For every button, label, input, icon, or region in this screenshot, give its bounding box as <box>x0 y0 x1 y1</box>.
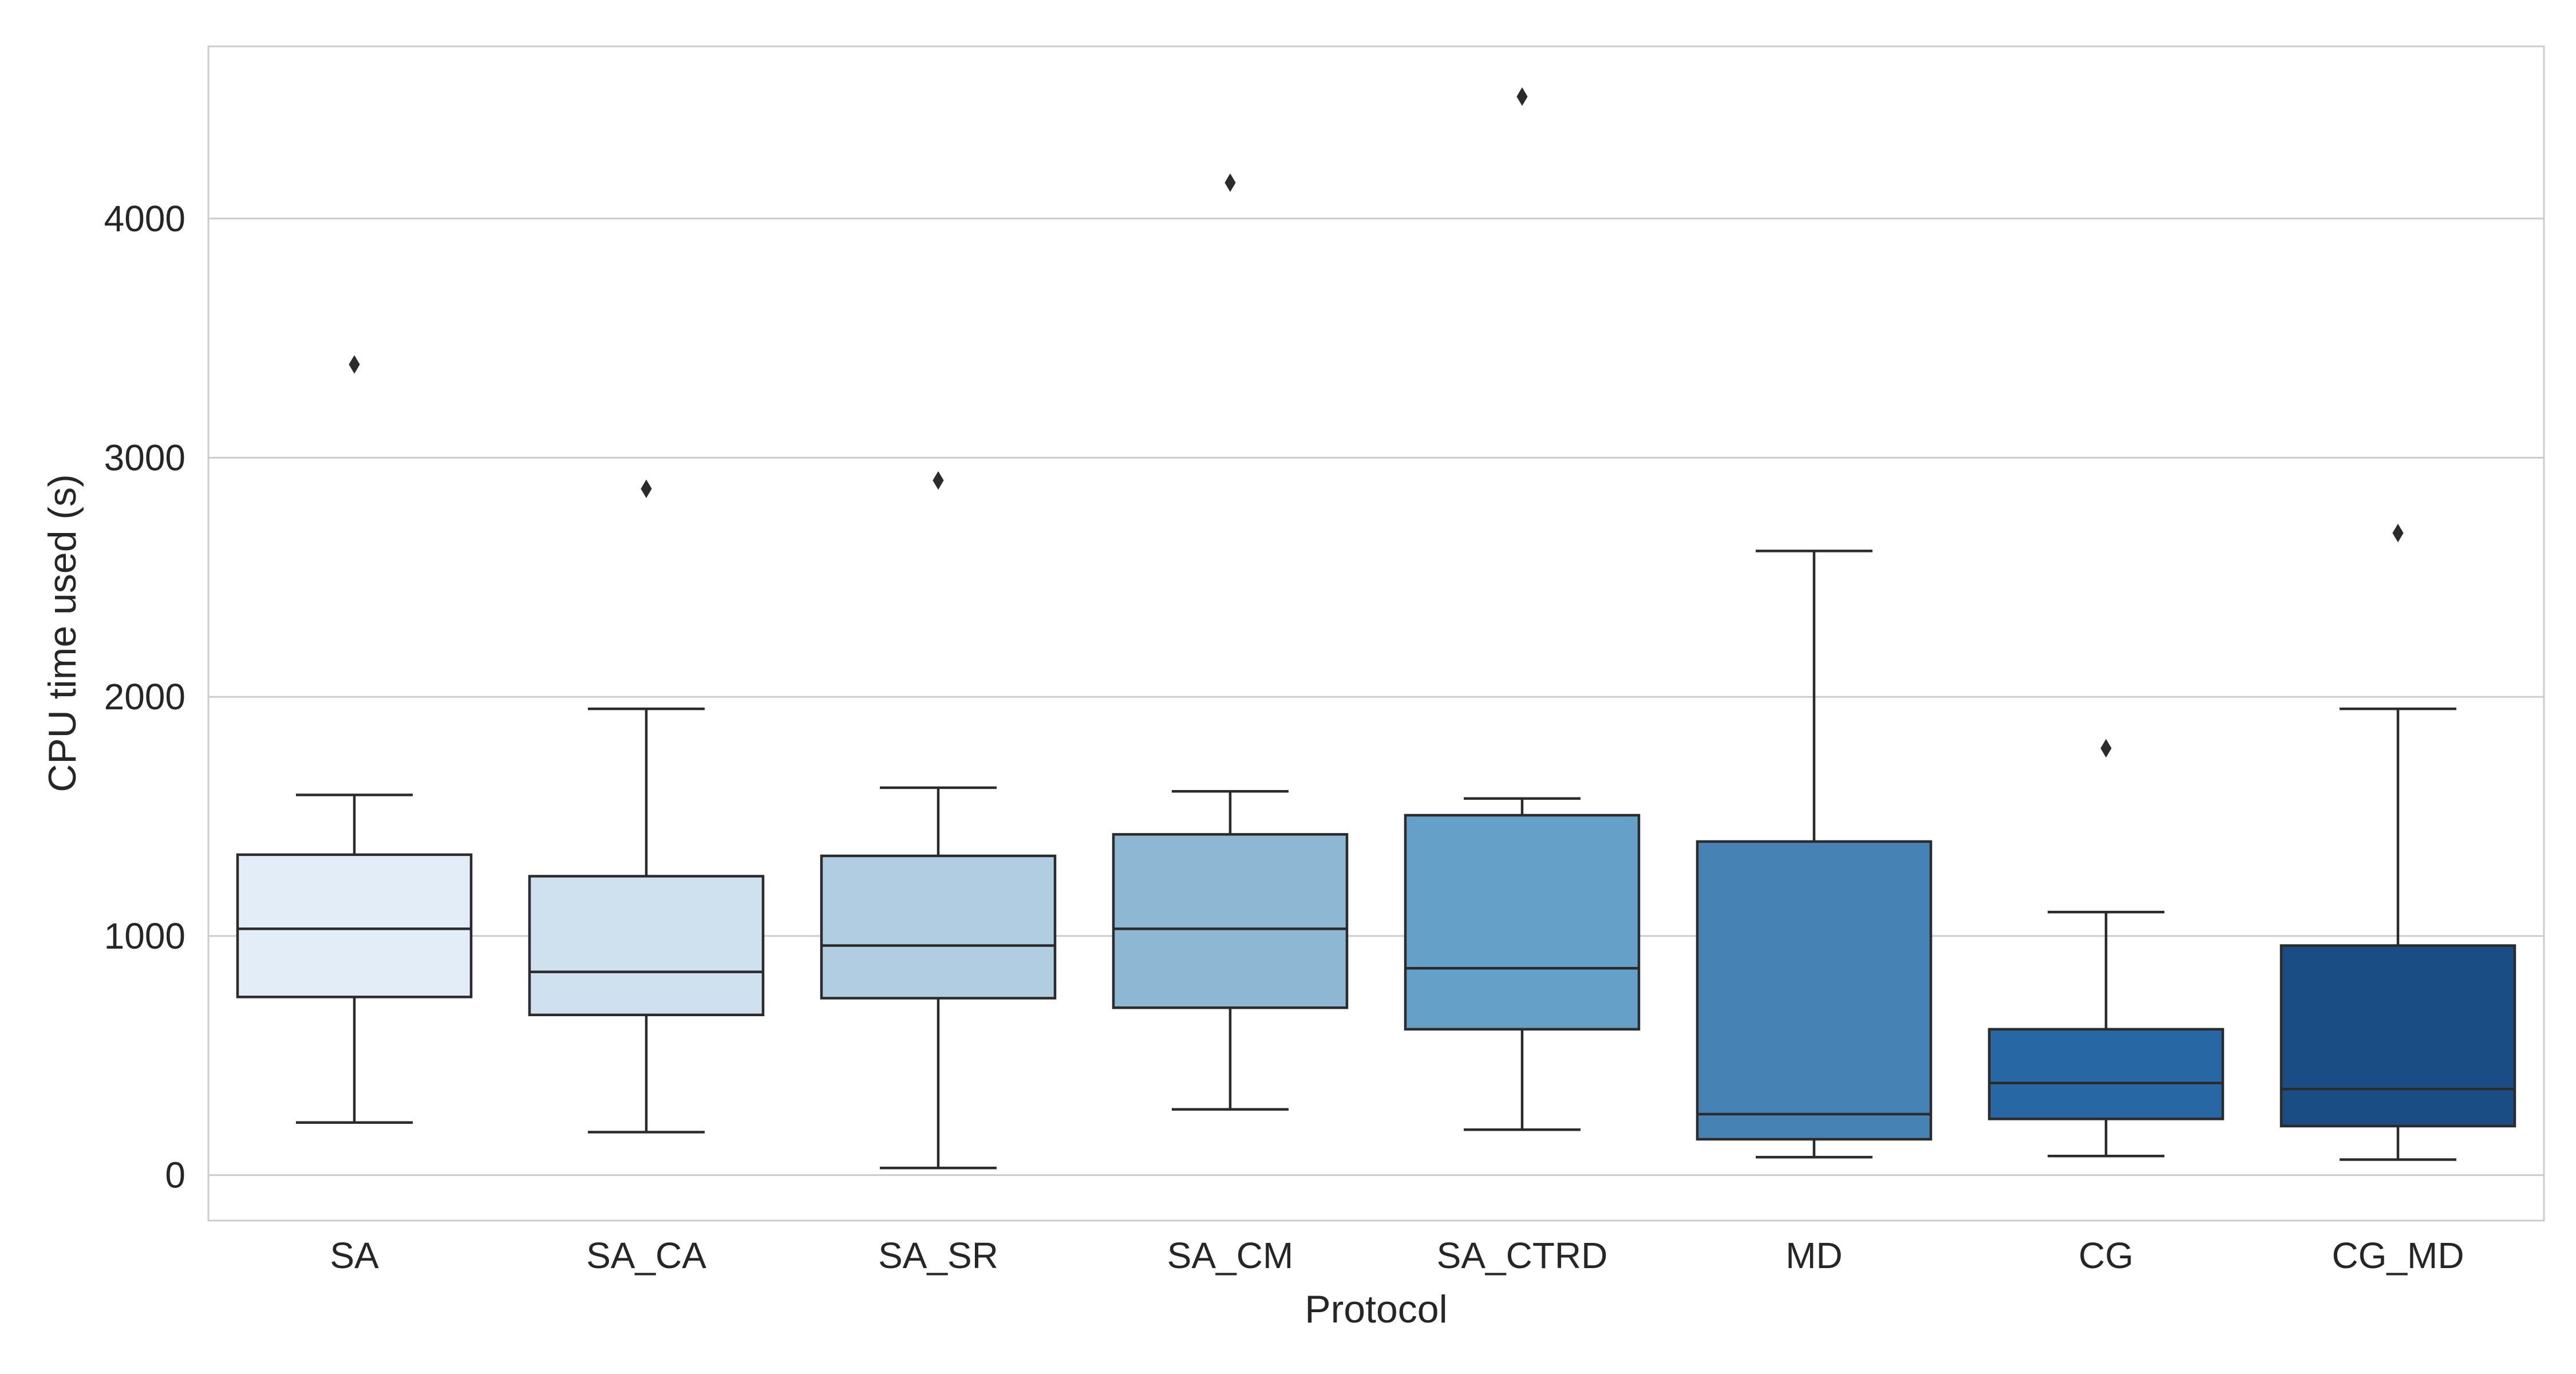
box-group-sa-sr <box>820 471 1057 1170</box>
box <box>1696 840 1933 1141</box>
x-tick-label: SA_SR <box>878 1235 998 1276</box>
box <box>2279 944 2516 1128</box>
box-group-sa-ctrd <box>1404 87 1641 1131</box>
box-group-sa-cm <box>1112 173 1349 1111</box>
box-group-cg-md <box>2279 523 2516 1161</box>
outlier-marker <box>1224 173 1236 192</box>
plot-frame <box>207 45 2545 1222</box>
box-group-sa <box>236 355 473 1124</box>
y-tick-label: 1000 <box>104 915 185 957</box>
y-tick-label: 3000 <box>104 437 185 478</box>
outlier-marker <box>2100 739 2112 758</box>
x-tick-label: SA <box>330 1235 379 1276</box>
outlier-marker <box>349 355 360 374</box>
x-tick-label: MD <box>1785 1235 1843 1276</box>
y-axis-title: CPU time used (s) <box>41 474 84 792</box>
box-group-cg <box>1988 739 2225 1158</box>
y-tick-label: 0 <box>165 1155 185 1196</box>
box <box>236 853 473 998</box>
outlier-marker <box>1516 87 1528 106</box>
boxes <box>236 87 2516 1170</box>
x-tick-label: SA_CA <box>586 1235 706 1276</box>
x-tick-label: SA_CTRD <box>1437 1235 1608 1276</box>
box-group-md <box>1696 550 1933 1159</box>
x-axis-title: Protocol <box>1305 1288 1447 1331</box>
box <box>820 854 1057 1000</box>
box <box>1404 814 1641 1031</box>
outlier-marker <box>2392 523 2404 543</box>
x-tick-label: SA_CM <box>1167 1235 1294 1276</box>
plot-background <box>208 46 2544 1221</box>
tick-labels: 0 1000 2000 3000 4000 SA SA_CA SA_SR SA_CM SA_CTR… <box>104 198 2464 1276</box>
box <box>1988 1028 2225 1120</box>
outlier-marker <box>641 479 652 498</box>
box <box>528 875 765 1017</box>
box-group-sa-ca <box>528 479 765 1134</box>
x-tick-label: CG <box>2079 1235 2134 1276</box>
y-tick-label: 4000 <box>104 198 185 239</box>
y-tick-label: 2000 <box>104 676 185 717</box>
outlier-marker <box>933 471 944 490</box>
x-tick-label: CG_MD <box>2332 1235 2464 1276</box>
box <box>1112 833 1349 1009</box>
